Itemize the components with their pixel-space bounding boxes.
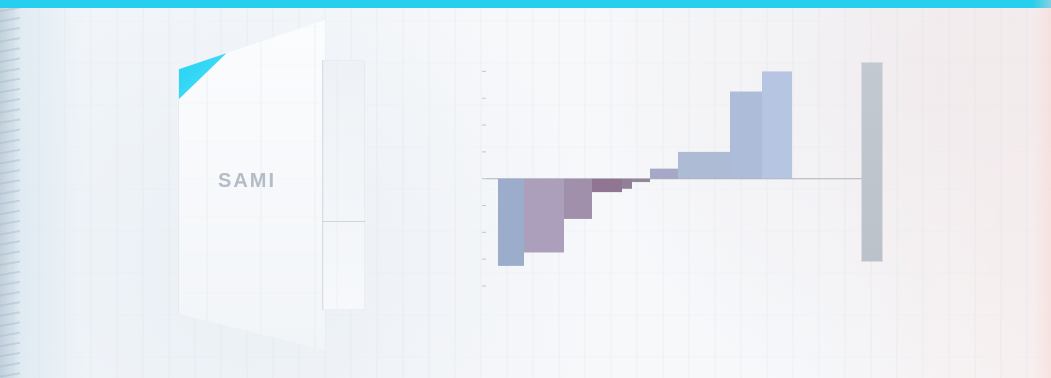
bar-3 xyxy=(564,178,592,219)
bar-chart xyxy=(482,70,864,287)
bar-5 xyxy=(622,178,632,189)
chart-block xyxy=(398,50,898,310)
bar-2 xyxy=(524,178,564,253)
bar-1 xyxy=(498,178,524,266)
bar-8 xyxy=(678,151,730,179)
bar-10 xyxy=(762,71,792,179)
brand-text: SAMI xyxy=(218,170,276,192)
kiosk-panel: SAMI xyxy=(178,20,325,350)
top-accent-bar xyxy=(0,0,1051,8)
bar-7 xyxy=(650,168,678,179)
bar-9 xyxy=(730,91,762,179)
bar-6 xyxy=(632,178,650,183)
right-edge-glow xyxy=(1033,0,1051,378)
side-panel xyxy=(322,60,365,310)
bar-4 xyxy=(592,178,622,193)
right-vertical-panel xyxy=(862,63,882,261)
left-edge-texture xyxy=(0,0,20,378)
tower-cap-accent xyxy=(179,43,237,99)
